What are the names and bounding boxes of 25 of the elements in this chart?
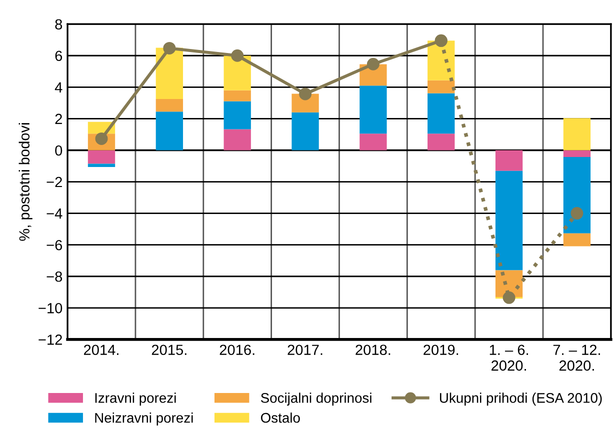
x-tick-label: 2014. (84, 344, 118, 356)
y-tick-label: −12 (38, 334, 62, 345)
legend-label: Socijalni doprinosi (260, 392, 372, 406)
y-axis-title: %, postotni bodovi (18, 123, 32, 241)
x-tick-label: 7. – 12. 2020. (553, 344, 600, 371)
x-tick-label: 2019. (424, 344, 458, 356)
legend-label: Ukupni prihodi (ESA 2010) (440, 392, 602, 406)
x-tick-label: 2018. (356, 344, 390, 356)
x-tick-label: 2015. (152, 344, 186, 356)
y-tick-label: −8 (46, 271, 62, 282)
y-tick-label: −4 (46, 208, 62, 219)
legend-label: Neizravni porezi (95, 412, 193, 426)
legend-label: Izravni porezi (95, 392, 176, 406)
x-tick-label: 2017. (288, 344, 322, 356)
y-tick-label: −2 (46, 176, 62, 188)
x-tick-label: 2016. (220, 344, 254, 356)
y-tick-label: −10 (38, 303, 62, 314)
y-tick-label: −6 (46, 240, 62, 250)
legend-label: Ostalo (260, 412, 300, 423)
y-tick-label: 6 (55, 50, 62, 62)
y-tick-label: 8 (55, 19, 62, 30)
y-tick-label: 0 (55, 145, 62, 156)
y-tick-label: 4 (54, 82, 62, 92)
x-tick-label: 1. – 6. 2020. (490, 344, 528, 371)
y-tick-label: 2 (55, 114, 62, 124)
